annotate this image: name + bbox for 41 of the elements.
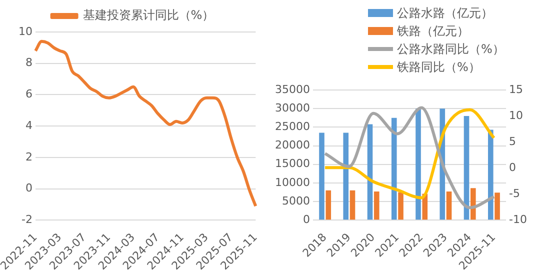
y-tick-label: 35000	[274, 82, 310, 96]
bar	[416, 108, 421, 220]
bar	[326, 190, 332, 220]
y-tick-label: -2	[22, 213, 32, 226]
y-tick-label: 10	[18, 24, 32, 38]
y2-tick-label: -10	[509, 213, 527, 226]
bar	[350, 190, 356, 220]
bar	[470, 188, 476, 220]
y-tick-label: 0	[26, 182, 32, 195]
y-tick-label: 4	[26, 118, 32, 132]
bar	[398, 192, 404, 220]
bar	[446, 192, 452, 220]
bar	[464, 116, 470, 220]
y2-tick-label: -5	[509, 186, 520, 200]
y-tick-label: 20000	[274, 138, 310, 152]
legend-label: 基建投资累计同比（%）	[82, 8, 214, 22]
y-tick-label: 30000	[274, 101, 310, 114]
y2-tick-label: 0	[509, 160, 516, 174]
y-tick-label: 2	[26, 150, 32, 164]
bar	[367, 124, 373, 220]
y-tick-label: 10000	[274, 176, 310, 189]
y-tick-label: 0	[302, 213, 310, 226]
y-tick-label: 8	[26, 56, 32, 70]
y2-tick-label: 15	[509, 82, 524, 96]
bar	[343, 132, 349, 220]
legend-label: 铁路同比（%）	[397, 58, 480, 76]
y-tick-label: 15000	[274, 157, 310, 170]
bar	[494, 192, 500, 220]
legend-label: 铁路（亿元）	[397, 22, 469, 40]
line-series	[34, 40, 258, 208]
y2-tick-label: 10	[509, 108, 524, 122]
bar	[391, 118, 397, 220]
y-tick-label: 6	[26, 88, 32, 101]
y-tick-label: 5000	[282, 194, 310, 208]
bar	[319, 132, 324, 220]
y2-tick-label: 5	[509, 134, 516, 148]
legend-label: 公路水路同比（%）	[397, 40, 504, 58]
legend-label: 公路水路（亿元）	[397, 4, 493, 22]
bar	[488, 130, 494, 220]
y-tick-label: 25000	[274, 120, 310, 134]
bar	[374, 192, 380, 220]
